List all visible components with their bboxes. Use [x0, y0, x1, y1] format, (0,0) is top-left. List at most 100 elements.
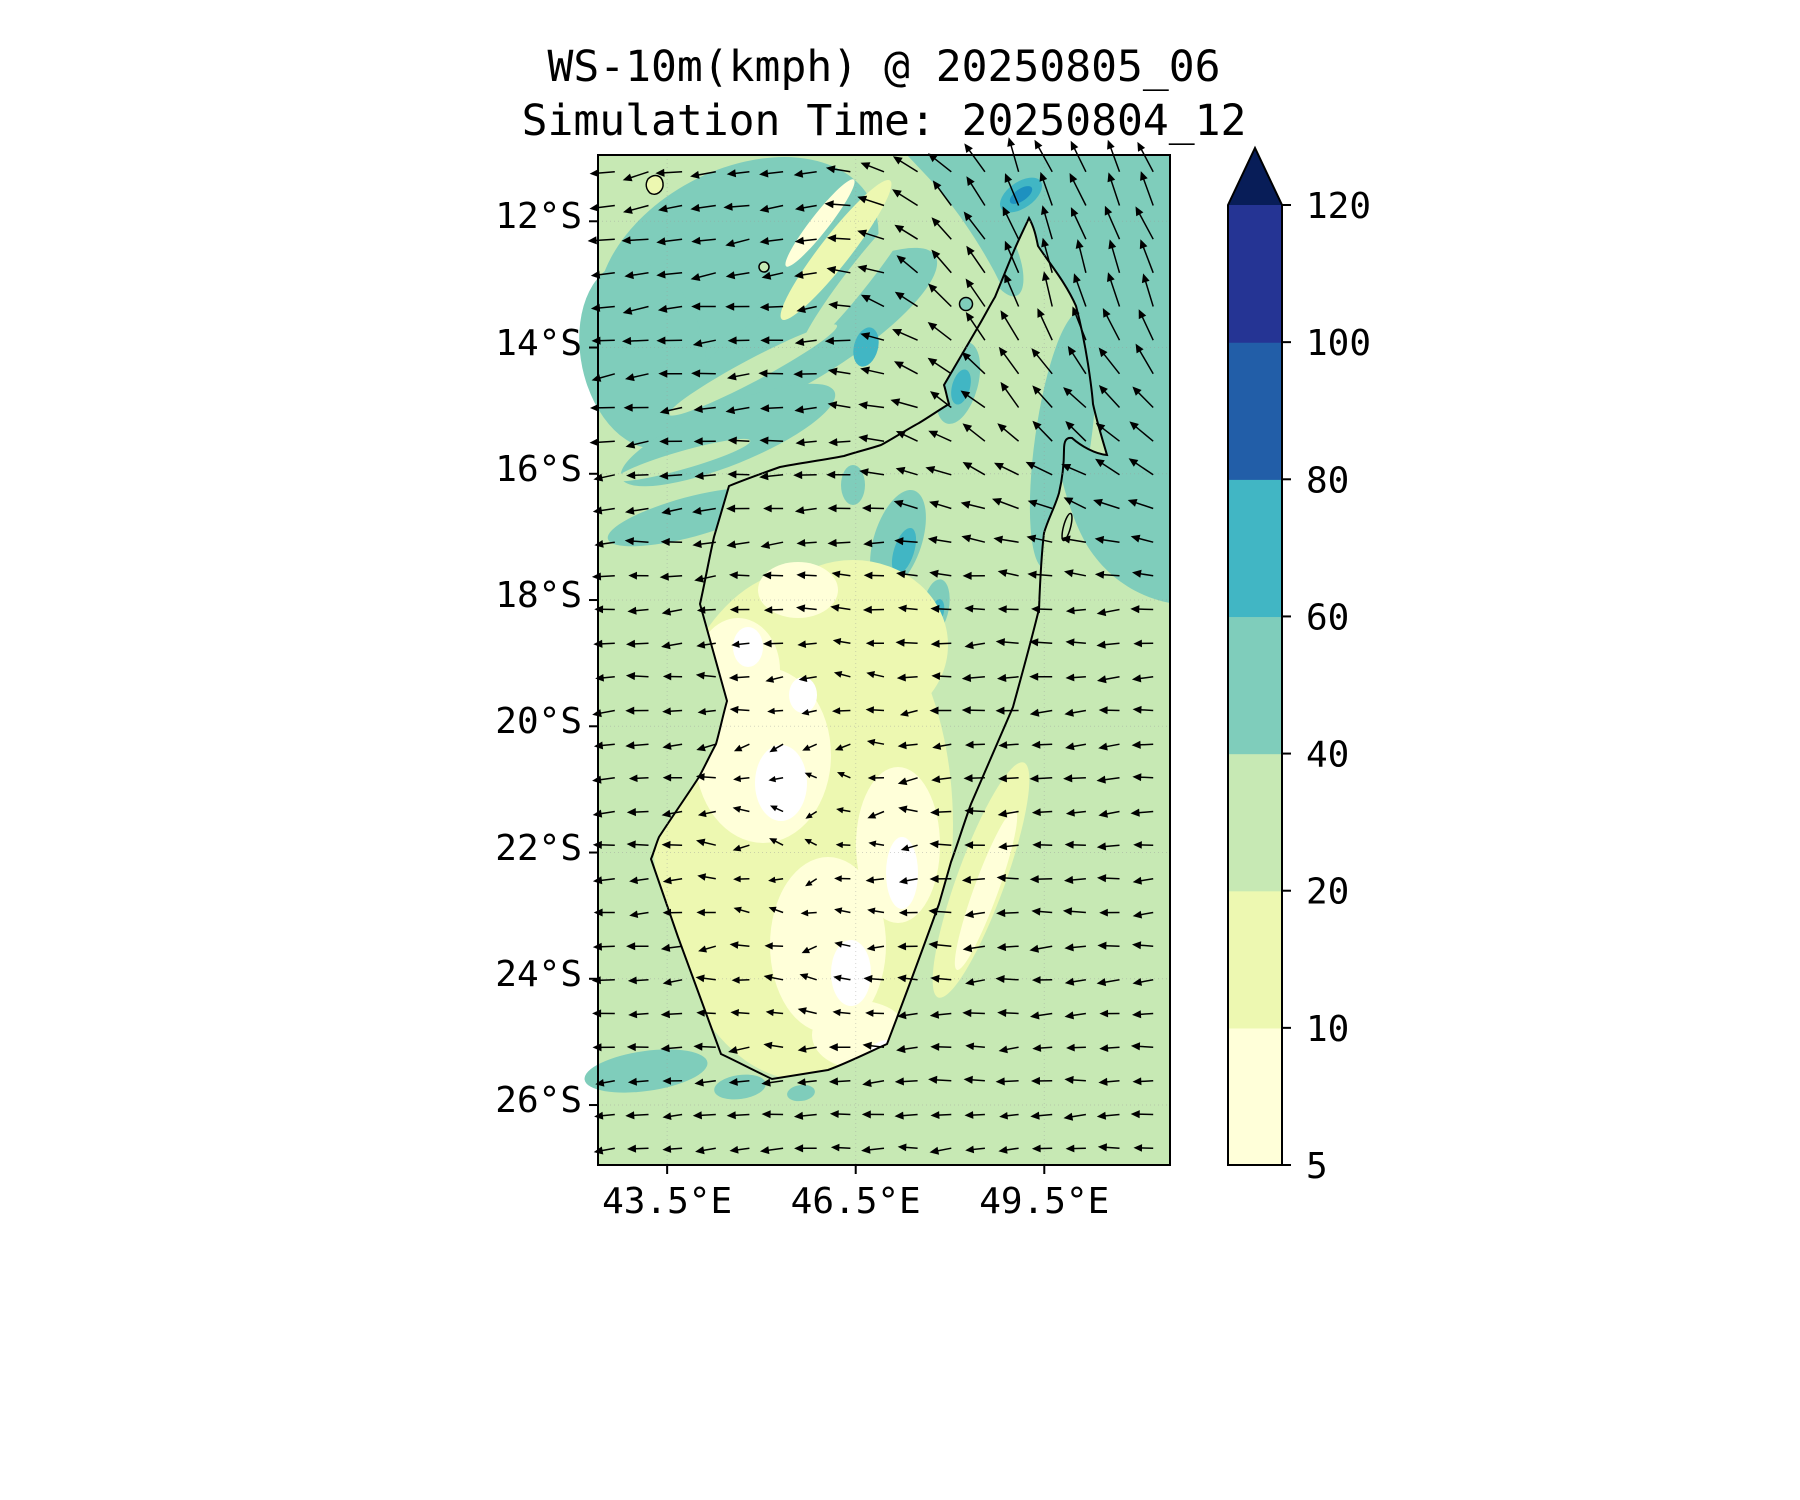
wind-arrow-shaft — [1043, 242, 1053, 273]
wind-arrow-head — [1075, 239, 1084, 249]
wind-arrow-head — [929, 840, 939, 849]
wind-arrow-head — [1064, 977, 1075, 986]
wind-arrow-head — [594, 540, 604, 548]
wind-arrow-head — [626, 1043, 636, 1052]
plot-title: WS-10m(kmph) @ 20250805_06 — [547, 42, 1221, 92]
wind-arrow-head — [621, 236, 631, 245]
wind-arrow-head — [695, 671, 705, 680]
wind-arrow-head — [834, 941, 843, 948]
wind-arrow-shaft — [1035, 388, 1053, 409]
wind-arrow-head — [627, 1144, 637, 1153]
wind-arrow-head — [626, 639, 636, 648]
wind-arrow-head — [961, 534, 972, 543]
wind-arrow-head — [894, 1111, 904, 1120]
wind-arrow-head — [794, 405, 804, 414]
wind-arrow-head — [698, 945, 707, 953]
wind-arrow-shaft — [1070, 349, 1087, 375]
wind-arrow-shaft — [1072, 211, 1087, 240]
wind-arrow-head — [659, 406, 670, 415]
wind-arrow-head — [759, 472, 769, 481]
wind-arrow-head — [626, 840, 636, 849]
wind-arrow-head — [860, 294, 871, 303]
wind-arrow-shaft — [1036, 144, 1053, 173]
wind-arrow-shaft — [934, 253, 952, 274]
wind-arrow-head — [805, 880, 813, 887]
wind-arrow-shaft — [1141, 175, 1154, 206]
wind-arrow-shaft — [1043, 210, 1053, 240]
wind-arrow-head — [860, 366, 870, 375]
wind-arrow-head — [1063, 497, 1074, 506]
wind-arrow-head — [833, 671, 843, 678]
wind-arrow-head — [932, 742, 942, 750]
y-tick-label: 16°S — [495, 448, 582, 490]
wind-arrow-head — [964, 807, 974, 815]
wind-arrow-head — [1004, 273, 1012, 284]
wind-arrow-shaft — [592, 238, 615, 242]
island-nosy-be — [958, 296, 974, 312]
wind-arrow-head — [730, 1009, 739, 1017]
wind-arrow-head — [894, 361, 904, 369]
wind-arrow-head — [729, 571, 738, 580]
wind-arrow-head — [800, 909, 809, 917]
wind-arrow-shaft — [1002, 385, 1020, 408]
wind-arrow-shaft — [1106, 210, 1121, 240]
wind-arrow-shaft — [1141, 244, 1154, 274]
wind-arrow-head — [995, 638, 1005, 647]
wind-arrow-head — [1097, 874, 1107, 883]
wind-arrow-head — [1064, 569, 1074, 578]
wind-arrow-head — [1032, 841, 1041, 849]
wind-arrow-head — [929, 874, 939, 883]
wind-arrow-head — [692, 540, 702, 548]
wind-arrow-head — [1135, 206, 1144, 217]
wind-arrow-shaft — [1066, 390, 1087, 409]
wind-arrow-head — [793, 471, 803, 480]
wind-arrow-head — [625, 672, 636, 681]
wind-arrow-head — [796, 539, 806, 547]
wind-arrow-head — [760, 404, 770, 413]
wind-arrow-head — [930, 808, 940, 817]
wind-arrow-head — [898, 909, 908, 917]
wind-arrow-head — [731, 976, 740, 984]
wind-arrow-head — [1133, 1144, 1143, 1152]
wind-arrow-head — [796, 305, 806, 313]
wind-arrow-head — [1096, 842, 1107, 851]
wind-arrow-head — [1032, 385, 1042, 395]
wind-arrow-head — [732, 805, 741, 813]
wind-arrow-head — [801, 709, 810, 716]
wind-arrow-head — [834, 907, 843, 915]
wind-arrow-shaft — [1006, 245, 1020, 274]
wind-arrow-head — [727, 470, 737, 479]
wind-arrow-head — [927, 536, 938, 544]
wind-arrow-shaft — [1099, 461, 1120, 476]
wind-arrow-head — [760, 541, 771, 549]
wind-arrow-head — [793, 370, 803, 379]
wind-arrow-head — [793, 1111, 804, 1120]
wind-arrow-head — [1097, 941, 1107, 950]
wind-arrow-shaft — [862, 197, 885, 207]
wind-vector-arrows — [587, 137, 1154, 1155]
wind-arrow-head — [865, 876, 875, 884]
wind-arrow-head — [837, 772, 845, 778]
wind-arrow-head — [827, 538, 837, 547]
wind-arrow-head — [997, 673, 1007, 682]
wind-arrow-head — [662, 1112, 672, 1120]
wind-arrow-shaft — [1135, 389, 1154, 409]
wind-arrow-head — [827, 504, 837, 513]
wind-arrow-head — [591, 976, 601, 985]
y-tick-label: 12°S — [495, 196, 582, 238]
wind-arrow-head — [662, 1077, 671, 1085]
wind-arrow-head — [832, 638, 842, 646]
wind-arrow-head — [892, 156, 903, 165]
wind-arrow-head — [962, 944, 973, 953]
wind-arrow-head — [1131, 674, 1142, 683]
wind-arrow-head — [930, 1111, 940, 1119]
wind-arrow-head — [1039, 171, 1048, 182]
y-tick-label: 14°S — [495, 322, 582, 364]
wind-arrow-head — [661, 607, 672, 616]
wind-arrow-shaft — [1044, 276, 1053, 307]
wind-arrow-shaft — [1099, 425, 1120, 442]
wind-arrow-head — [727, 436, 737, 445]
wind-arrow-head — [1029, 672, 1039, 681]
wind-arrow-head — [693, 405, 703, 413]
wind-arrow-head — [1130, 605, 1140, 614]
